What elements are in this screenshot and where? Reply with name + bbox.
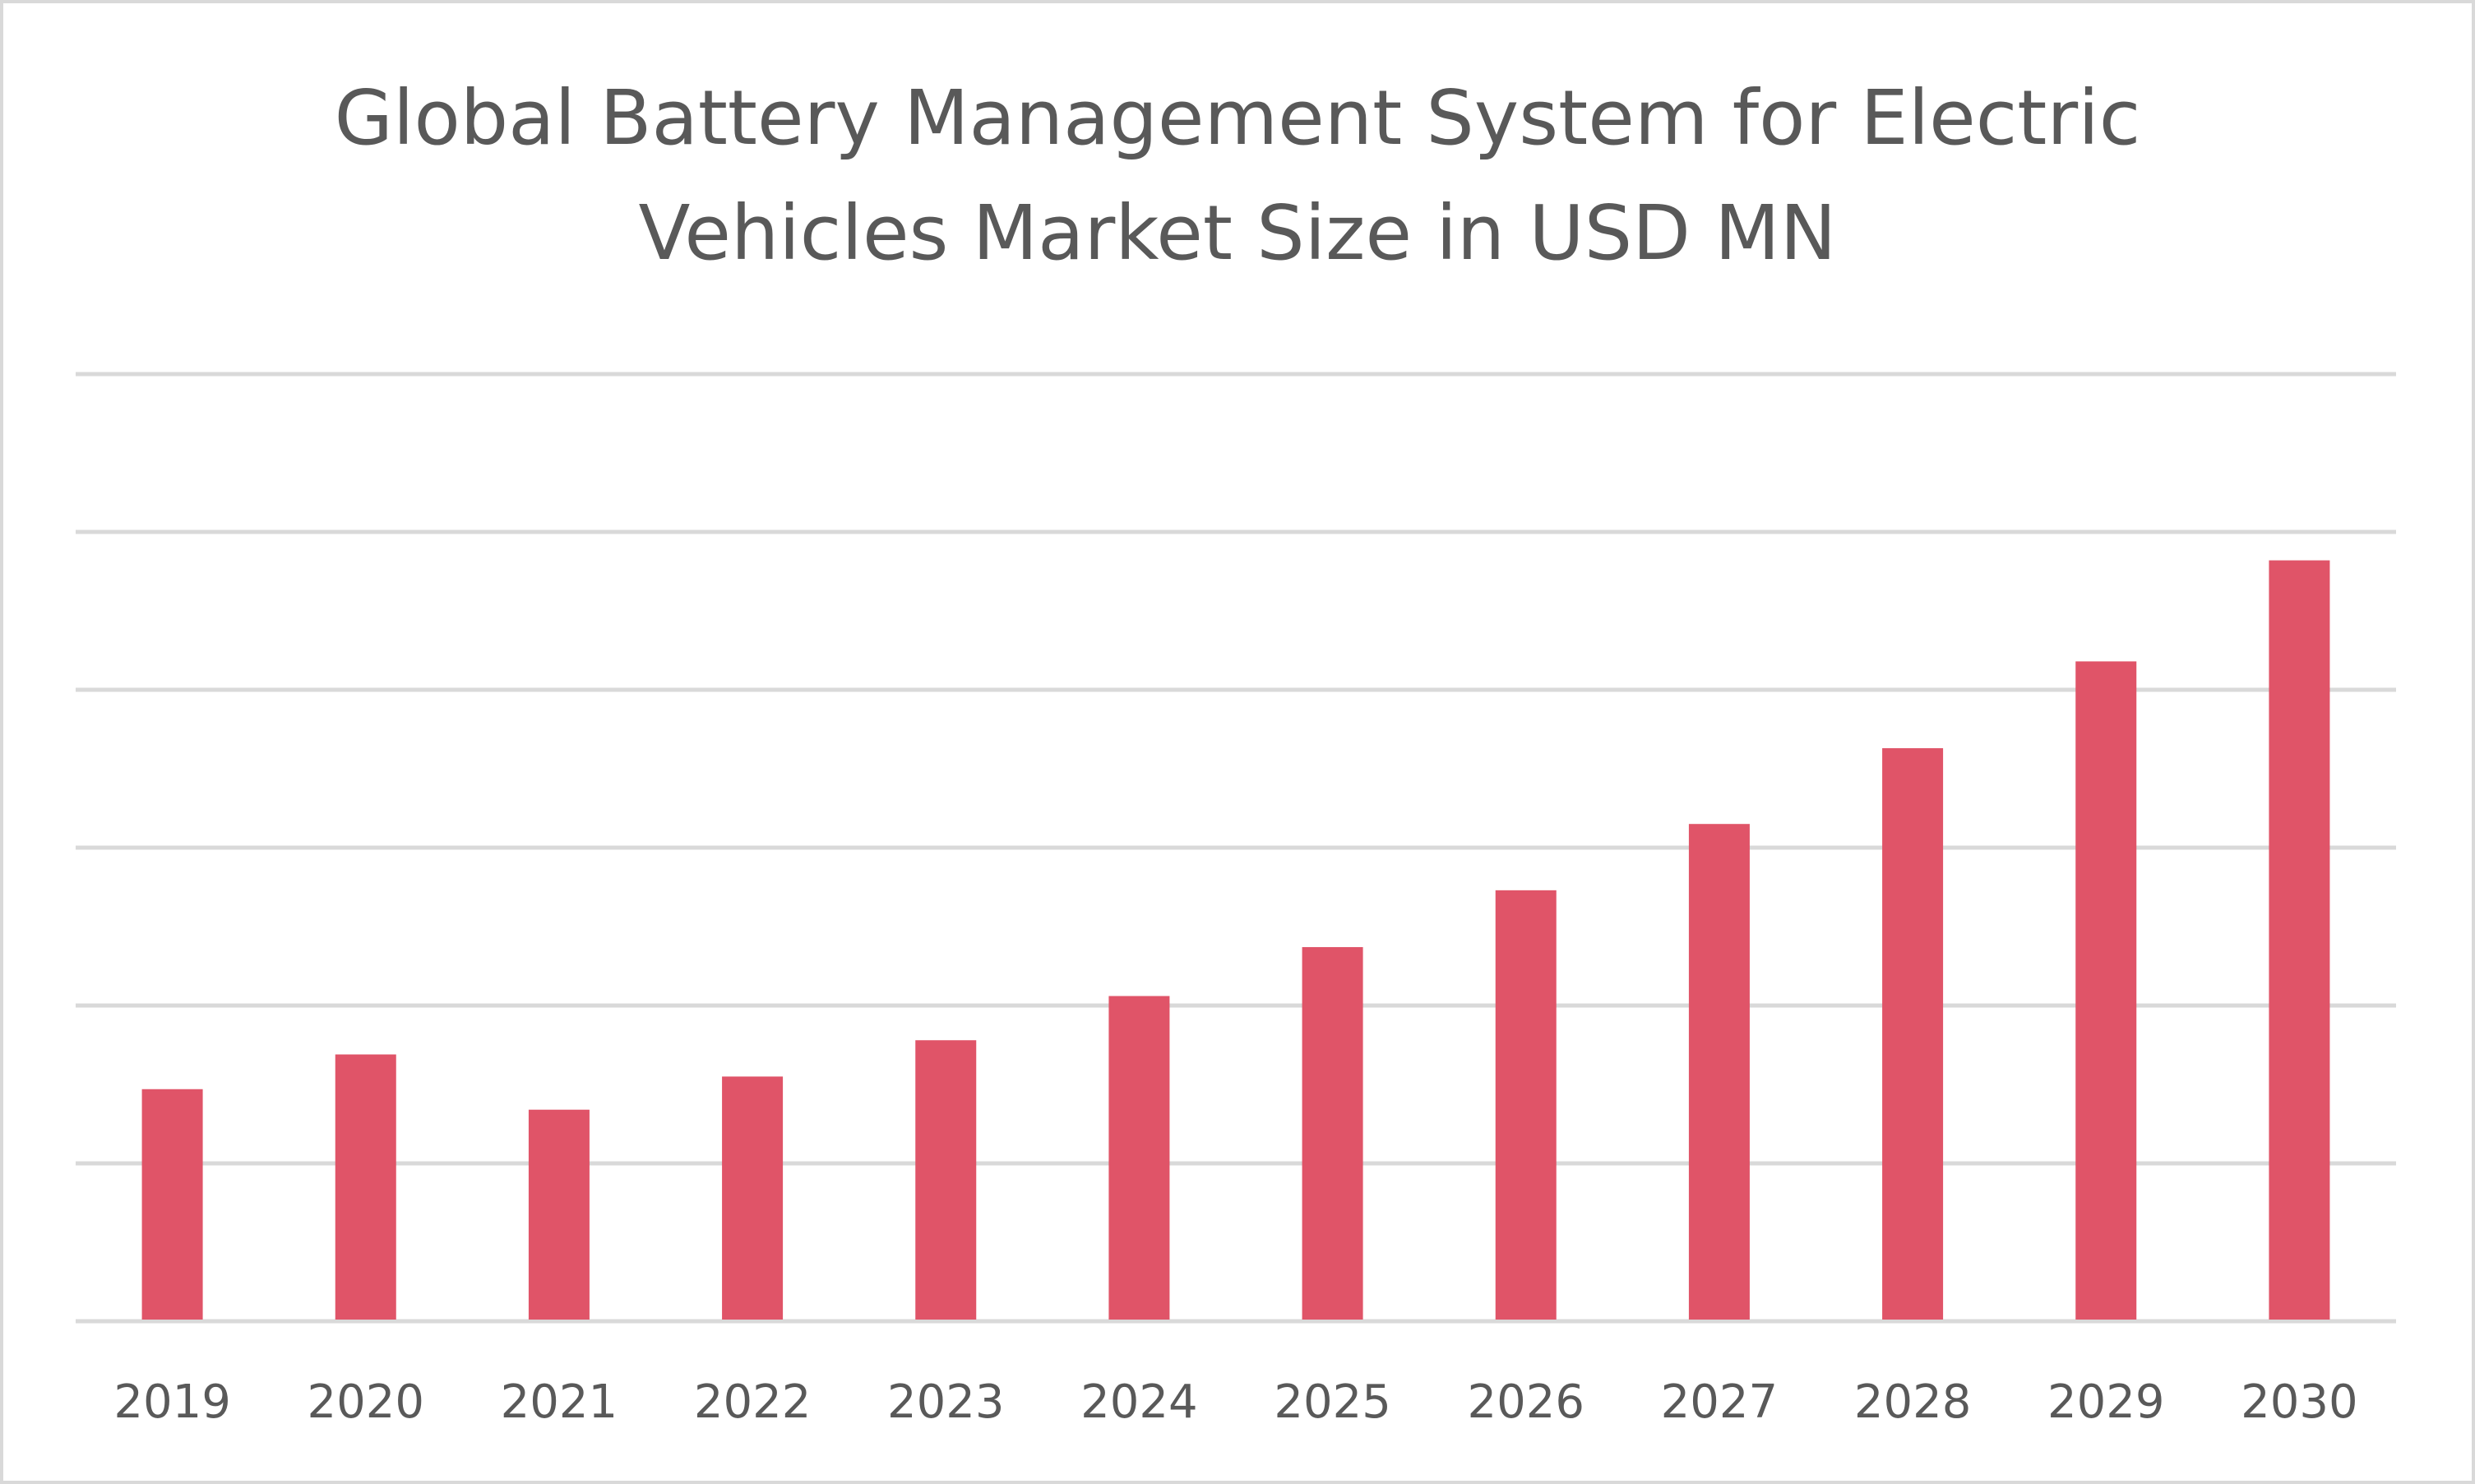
x-tick-label: 2022 (694, 1375, 812, 1429)
x-tick-label: 2026 (1467, 1375, 1584, 1429)
bar-2029 (2075, 661, 2137, 1320)
x-tick-label: 2030 (2241, 1375, 2358, 1429)
bar-2028 (1882, 748, 1944, 1320)
x-tick-label: 2020 (307, 1375, 424, 1429)
x-tick-label: 2027 (1661, 1375, 1779, 1429)
x-tick-label: 2023 (887, 1375, 1005, 1429)
bar-2019 (141, 1089, 203, 1320)
chart-title-line-1: Global Battery Management System for Ele… (335, 74, 2141, 162)
x-tick-label: 2029 (2047, 1375, 2165, 1429)
x-tick-label: 2024 (1080, 1375, 1198, 1429)
x-tick-label: 2025 (1274, 1375, 1391, 1429)
chart-title-line-2: Vehicles Market Size in USD MN (639, 189, 1837, 277)
bar-2022 (722, 1076, 784, 1320)
bar-2023 (915, 1040, 977, 1320)
bar-2024 (1108, 996, 1170, 1320)
bar-2020 (335, 1054, 396, 1320)
bar-2027 (1688, 824, 1750, 1320)
bar-2021 (528, 1109, 590, 1320)
bar-2026 (1495, 890, 1557, 1320)
x-tick-label: 2019 (113, 1375, 231, 1429)
x-tick-label: 2021 (501, 1375, 618, 1429)
bar-2025 (1302, 946, 1363, 1320)
x-tick-label: 2028 (1854, 1375, 1972, 1429)
bar-2030 (2269, 560, 2330, 1320)
